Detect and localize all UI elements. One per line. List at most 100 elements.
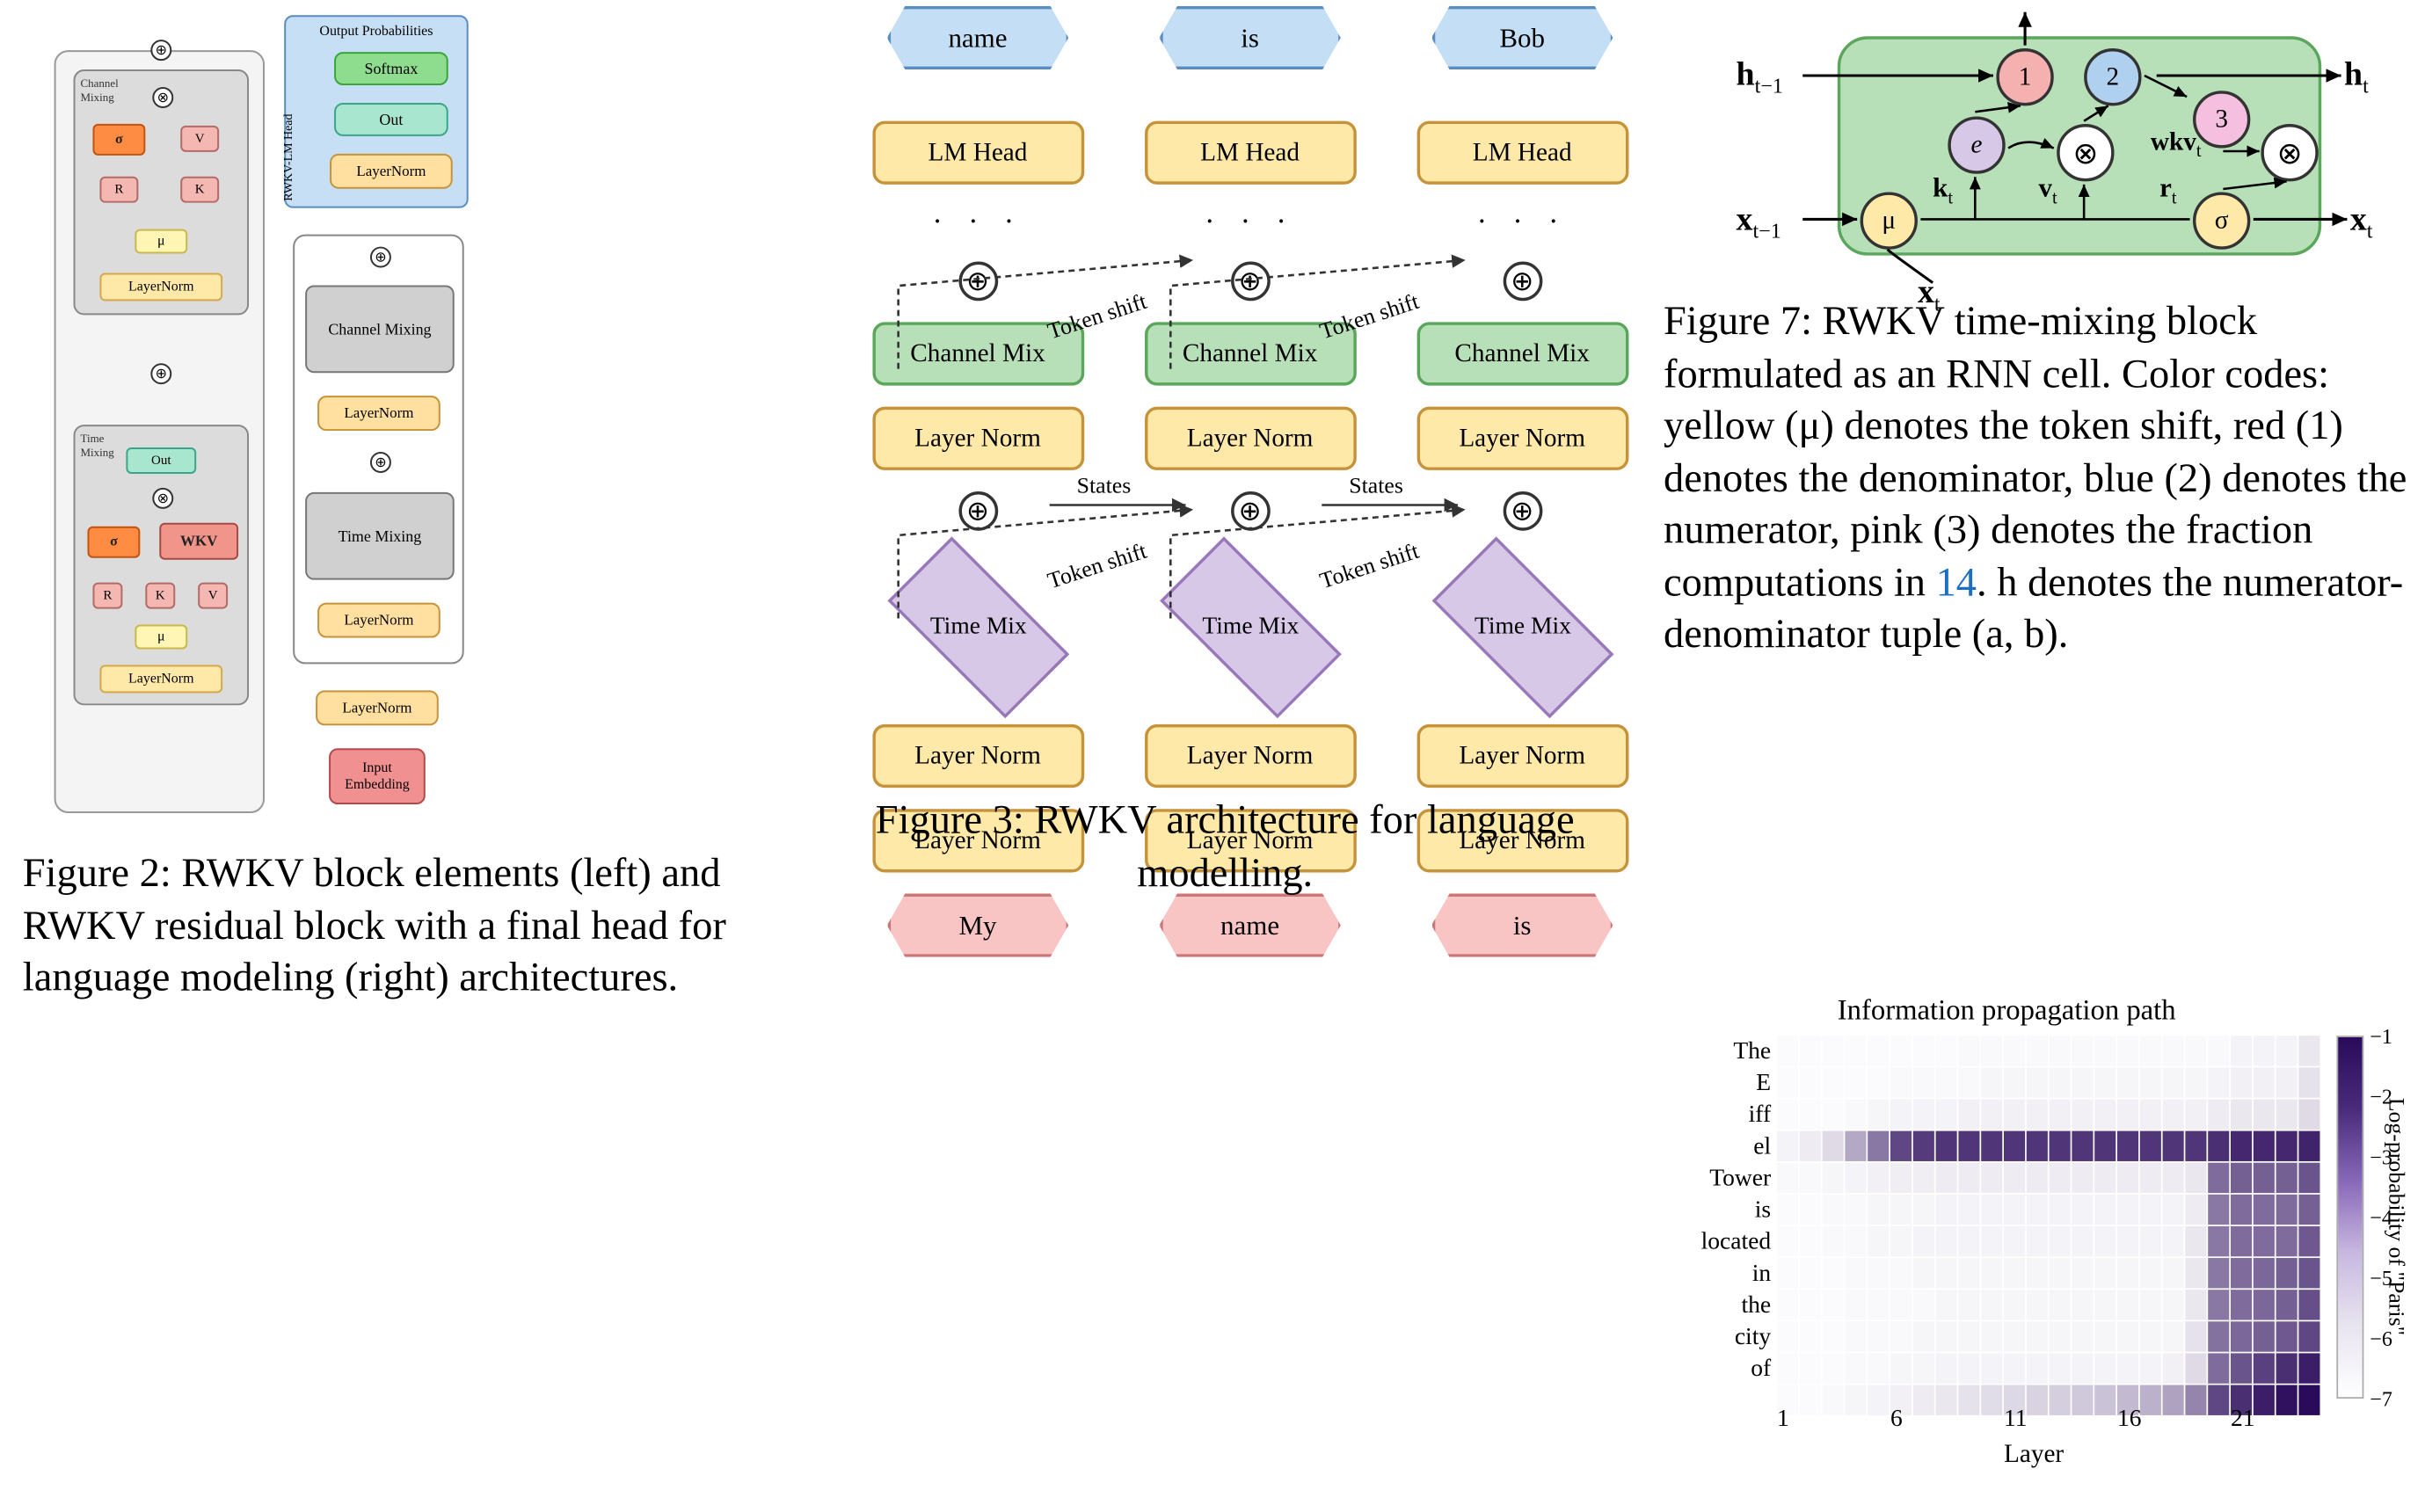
- heatmap-cell: [2027, 1226, 2048, 1256]
- times-op: ⊗: [152, 87, 173, 108]
- heatmap-cell: [2298, 1195, 2319, 1225]
- plus-upper: ⊕: [1503, 262, 1542, 302]
- heatmap-cell: [2027, 1067, 2048, 1097]
- heatmap-cell: [2027, 1353, 2048, 1383]
- heatmap-cell: [1845, 1131, 1866, 1161]
- heatmap-cell: [2163, 1163, 2184, 1193]
- heatmap-cell: [2163, 1195, 2184, 1225]
- heatmap-cell: [1913, 1131, 1934, 1161]
- heatmap-cell: [2208, 1099, 2229, 1129]
- heatmap-cell: [1868, 1163, 1889, 1193]
- times-op-2: ⊗: [152, 488, 173, 509]
- heatmap-cell: [1936, 1195, 1957, 1225]
- heatmap-cell: [2140, 1385, 2161, 1415]
- x-next-label: xt: [2350, 200, 2373, 245]
- figure-2-panel: Channel Mixing σ V R K μ LayerNorm ⊗ ⊕ ⊕…: [15, 0, 817, 968]
- heatmap-cell: [1958, 1195, 1979, 1225]
- head-title: Output Probabilities: [286, 24, 467, 40]
- ellipsis: · · ·: [1397, 206, 1647, 241]
- heatmap-cell: [1845, 1290, 1866, 1319]
- heatmap-cell: [2027, 1290, 2048, 1319]
- heatmap-cell: [2298, 1258, 2319, 1288]
- heatmap-cell: [2004, 1163, 2025, 1193]
- heatmap-cell: [2140, 1195, 2161, 1225]
- heatmap-cell: [2208, 1226, 2229, 1256]
- heatmap-cell: [2185, 1099, 2206, 1129]
- heatmap-cell: [2027, 1099, 2048, 1129]
- heatmap-cell: [2072, 1226, 2093, 1256]
- heatmap-cell: [2094, 1131, 2116, 1161]
- layer-norm-mid: Layer Norm: [1416, 724, 1628, 788]
- heatmap-cell: [2254, 1195, 2275, 1225]
- heatmap-cell: [1936, 1353, 1957, 1383]
- heatmap-cell: [2185, 1163, 2206, 1193]
- heatmap-cell: [1777, 1290, 1798, 1319]
- heatmap-cell: [1958, 1226, 1979, 1256]
- heatmap-cell: [2117, 1353, 2138, 1383]
- heatmap-cell: [2140, 1321, 2161, 1351]
- time-mix-diamond: Time Mix: [1431, 536, 1613, 718]
- heatmap-cell: [1845, 1036, 1866, 1065]
- heatmap-cell: [2298, 1353, 2319, 1383]
- heatmap-cell: [2140, 1353, 2161, 1383]
- heatmap-cell: [1890, 1321, 1912, 1351]
- heatmap-cell: [2094, 1195, 2116, 1225]
- heatmap-cell: [2276, 1385, 2298, 1415]
- heatmap-cell: [2140, 1067, 2161, 1097]
- v-box: V: [180, 126, 219, 152]
- heatmap-cell: [1777, 1353, 1798, 1383]
- figure-3-panel: name LM Head · · · ⊕ Channel Mix Layer N…: [823, 6, 1640, 777]
- heatmap-cell: [2140, 1036, 2161, 1065]
- heatmap-cell: [1868, 1195, 1889, 1225]
- plus-r1: ⊕: [370, 247, 391, 268]
- heatmap-title: Information propagation path: [1838, 995, 2176, 1029]
- mu-box: μ: [135, 229, 187, 254]
- heatmap-cell: [2117, 1226, 2138, 1256]
- heatmap-cell: [1823, 1131, 1844, 1161]
- heatmap-cell: [2185, 1385, 2206, 1415]
- heatmap-cell: [2050, 1131, 2071, 1161]
- heatmap-cell: [2050, 1163, 2071, 1193]
- heatmap-cell: [2072, 1163, 2093, 1193]
- heatmap-cell: [1913, 1036, 1934, 1065]
- heatmap-cell: [1800, 1258, 1821, 1288]
- heatmap-cell: [1823, 1353, 1844, 1383]
- head-ln-box: LayerNorm: [330, 154, 453, 189]
- heatmap-cell: [2298, 1226, 2319, 1256]
- heatmap-cell: [1777, 1131, 1798, 1161]
- heatmap-cell: [2027, 1163, 2048, 1193]
- heatmap-cell: [2231, 1226, 2252, 1256]
- heatmap-cell: [2163, 1385, 2184, 1415]
- heatmap-cell: [1890, 1067, 1912, 1097]
- heatmap-cell: [2004, 1321, 2025, 1351]
- input-token: name: [1159, 894, 1340, 957]
- heatmap-cell: [2208, 1036, 2229, 1065]
- heatmap-cell: [2231, 1353, 2252, 1383]
- k-box: K: [180, 177, 219, 203]
- out-box: Out: [126, 447, 196, 474]
- heatmap-cell: [2140, 1163, 2161, 1193]
- residual-block-box: ⊕ Channel Mixing LayerNorm ⊕ Time Mixing…: [293, 235, 464, 665]
- heatmap-cell: [1800, 1067, 1821, 1097]
- heatmap-cell: [2004, 1067, 2025, 1097]
- layer-norm-upper: Layer Norm: [1416, 407, 1628, 470]
- heatmap-cell: [1868, 1353, 1889, 1383]
- heatmap-cell: [2140, 1258, 2161, 1288]
- heatmap-cell: [2094, 1290, 2116, 1319]
- heatmap-cell: [1958, 1131, 1979, 1161]
- heatmap-cell: [2050, 1067, 2071, 1097]
- heatmap-cell: [1845, 1321, 1866, 1351]
- plus-lower: ⊕: [1503, 491, 1542, 531]
- heatmap-cell: [2117, 1163, 2138, 1193]
- one-circle: 1: [1996, 48, 2053, 105]
- h-next-label: ht: [2344, 55, 2369, 100]
- heatmap-cell: [2050, 1226, 2071, 1256]
- heatmap-cell: [1845, 1226, 1866, 1256]
- head-side-label: RWKV-LM Head: [282, 114, 296, 201]
- heatmap-cell: [2231, 1099, 2252, 1129]
- heatmap-cell: [1823, 1099, 1844, 1129]
- time-mixing-label: Time Mixing: [81, 432, 118, 460]
- heatmap-cell: [1981, 1131, 2002, 1161]
- heatmap-cell: [1845, 1258, 1866, 1288]
- heatmap-cell: [2004, 1195, 2025, 1225]
